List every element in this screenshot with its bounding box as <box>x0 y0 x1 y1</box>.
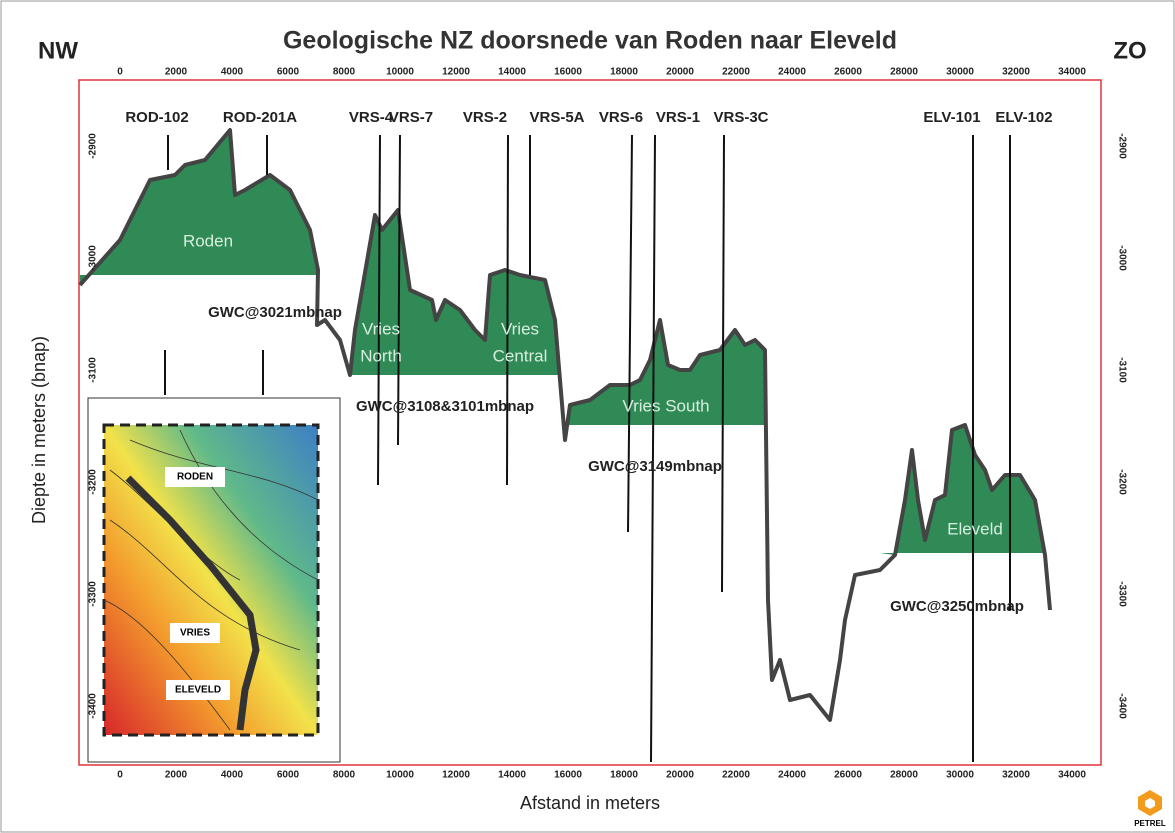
x-tick-label: 24000 <box>778 770 806 781</box>
x-tick-label: 32000 <box>1002 67 1030 78</box>
x-tick-label: 4000 <box>221 67 244 78</box>
x-tick-label: 28000 <box>890 770 918 781</box>
inset-label: ELEVELD <box>175 685 221 696</box>
x-tick-label: 2000 <box>165 770 188 781</box>
x-tick-label: 26000 <box>834 67 862 78</box>
y-tick-label: -3100 <box>1116 357 1127 383</box>
x-tick-label: 10000 <box>386 770 414 781</box>
field-label: Central <box>493 346 548 365</box>
y-tick-label: -3300 <box>1116 581 1127 607</box>
logo-text: PETREL <box>1134 819 1166 828</box>
well-label: VRS-7 <box>389 109 433 126</box>
well-line <box>507 135 508 485</box>
y-tick-label: -3200 <box>88 469 99 495</box>
well-label: VRS-2 <box>463 109 507 126</box>
x-tick-label: 14000 <box>498 770 526 781</box>
x-tick-label: 16000 <box>554 67 582 78</box>
x-tick-label: 34000 <box>1058 770 1086 781</box>
well-label: ELV-102 <box>995 109 1052 126</box>
y-tick-label: -3300 <box>88 581 99 607</box>
x-tick-label: 8000 <box>333 67 356 78</box>
field-label: Vries South <box>622 396 709 415</box>
x-tick-label: 6000 <box>277 770 300 781</box>
end-label: NW <box>38 37 78 64</box>
x-tick-label: 24000 <box>778 67 806 78</box>
gwc-label: GWC@3250mbnap <box>890 598 1024 615</box>
x-tick-label: 16000 <box>554 770 582 781</box>
x-tick-label: 30000 <box>946 770 974 781</box>
x-tick-label: 30000 <box>946 67 974 78</box>
field-label: Eleveld <box>947 519 1003 538</box>
well-label: ELV-101 <box>923 109 980 126</box>
x-axis-label: Afstand in meters <box>520 793 660 813</box>
y-tick-label: -3000 <box>88 245 99 271</box>
x-tick-label: 12000 <box>442 770 470 781</box>
end-label: ZO <box>1113 37 1146 64</box>
y-tick-label: -3100 <box>88 357 99 383</box>
inset-label: RODEN <box>177 472 213 483</box>
field-label: Vries <box>362 319 400 338</box>
x-tick-label: 34000 <box>1058 67 1086 78</box>
x-tick-label: 8000 <box>333 770 356 781</box>
y-tick-label: -2900 <box>1116 133 1127 159</box>
y-tick-label: -2900 <box>88 133 99 159</box>
field-label: Vries <box>501 319 539 338</box>
title: Geologische NZ doorsnede van Roden naar … <box>283 27 897 55</box>
x-tick-label: 0 <box>117 770 123 781</box>
well-label: ROD-201A <box>223 109 297 126</box>
well-label: VRS-5A <box>529 109 584 126</box>
x-tick-label: 12000 <box>442 67 470 78</box>
x-tick-label: 4000 <box>221 770 244 781</box>
well-label: VRS-3C <box>713 109 768 126</box>
x-tick-label: 26000 <box>834 770 862 781</box>
x-tick-label: 10000 <box>386 67 414 78</box>
x-tick-label: 28000 <box>890 67 918 78</box>
field-label: North <box>360 346 402 365</box>
x-tick-label: 20000 <box>666 770 694 781</box>
y-tick-label: -3000 <box>1116 245 1127 271</box>
x-tick-label: 14000 <box>498 67 526 78</box>
inset-label: VRIES <box>180 628 210 639</box>
well-label: VRS-4 <box>349 109 394 126</box>
x-tick-label: 20000 <box>666 67 694 78</box>
x-tick-label: 32000 <box>1002 770 1030 781</box>
gwc-label: GWC@3021mbnap <box>208 304 342 321</box>
x-tick-label: 6000 <box>277 67 300 78</box>
x-tick-label: 2000 <box>165 67 188 78</box>
field-label: Roden <box>183 231 233 250</box>
y-axis-label: Diepte in meters (bnap) <box>29 336 49 524</box>
well-label: VRS-1 <box>656 109 700 126</box>
gwc-label: GWC@3108&3101mbnap <box>356 398 534 415</box>
y-tick-label: -3400 <box>1116 693 1127 719</box>
well-label: ROD-102 <box>125 109 188 126</box>
well-label: VRS-6 <box>599 109 643 126</box>
x-tick-label: 18000 <box>610 770 638 781</box>
x-tick-label: 22000 <box>722 67 750 78</box>
cross-section: Geologische NZ doorsnede van Roden naar … <box>0 0 1175 833</box>
x-tick-label: 22000 <box>722 770 750 781</box>
x-tick-label: 18000 <box>610 67 638 78</box>
x-tick-label: 0 <box>117 67 123 78</box>
y-tick-label: -3200 <box>1116 469 1127 495</box>
y-tick-label: -3400 <box>88 693 99 719</box>
inset-map: RODEN VRIES ELEVELD <box>88 398 340 762</box>
gwc-label: GWC@3149mbnap <box>588 458 722 475</box>
